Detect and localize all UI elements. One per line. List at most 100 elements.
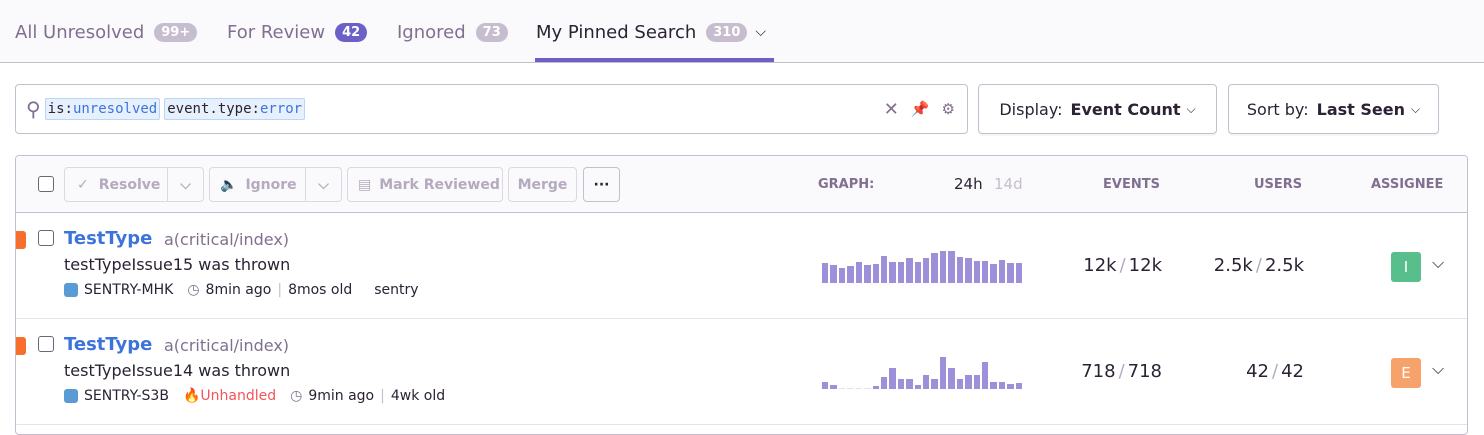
- clock-icon: ◷: [290, 388, 303, 404]
- issue-row[interactable]: TestType a(critical/index) testTypeIssue…: [16, 213, 1467, 319]
- chevron-down-icon[interactable]: ⌵: [1432, 359, 1445, 378]
- trend-bar: [1007, 262, 1014, 283]
- mark-reviewed-label: Mark Reviewed: [379, 176, 500, 193]
- last-seen: 8min ago: [205, 282, 272, 298]
- python-platform-icon: [64, 283, 78, 297]
- trend-bar: [830, 384, 837, 389]
- chevron-down-icon: ⌵: [1186, 101, 1196, 116]
- chevron-down-icon[interactable]: ⌵: [1432, 253, 1445, 272]
- trend-bar: [864, 387, 871, 389]
- trend-bar: [956, 257, 964, 283]
- issue-meta: SENTRY-MHK ◷ 8min ago | 8mos old sentry: [64, 282, 419, 298]
- unhandled-badge: 🔥Unhandled: [183, 388, 276, 404]
- user-count: 2.5k/2.5k: [1214, 255, 1304, 276]
- trend-bar: [897, 261, 905, 283]
- ignore-button[interactable]: 🔈 Ignore ⌵: [209, 167, 342, 202]
- trend-bar: [838, 268, 846, 283]
- settings-sliders-icon[interactable]: ⚙: [941, 100, 955, 118]
- sort-dropdown[interactable]: Sort by: Last Seen ⌵: [1228, 84, 1439, 134]
- tab-label: All Unresolved: [15, 21, 145, 43]
- trend-bar: [822, 381, 829, 389]
- first-seen-age: 4wk old: [390, 388, 446, 404]
- issue-message: testTypeIssue15 was thrown: [64, 255, 291, 274]
- trend-bar: [990, 381, 997, 389]
- trend-bar: [880, 256, 888, 283]
- trend-bar: [1015, 262, 1023, 283]
- tab-all-unresolved[interactable]: All Unresolved 99+: [15, 18, 198, 46]
- more-actions-button[interactable]: ···: [583, 167, 620, 202]
- display-value: Event Count: [1070, 99, 1181, 119]
- issue-title-link[interactable]: TestType: [64, 334, 153, 355]
- tab-ignored[interactable]: Ignored 73: [397, 18, 508, 46]
- issue-checkbox[interactable]: [38, 230, 54, 246]
- issue-culprit: a(critical/index): [164, 336, 290, 355]
- issue-list: ✓ Resolve ⌵ 🔈 Ignore ⌵ ▤ Mark Reviewed Merge …: [15, 155, 1468, 435]
- sort-label: Sort by:: [1246, 99, 1309, 119]
- tab-for-review[interactable]: For Review 42: [227, 18, 368, 46]
- clear-icon[interactable]: ✕: [883, 98, 899, 120]
- trend-bar: [998, 259, 1006, 283]
- search-input[interactable]: ⚲ is:unresolved event.type:error ✕ 📌 ⚙: [15, 84, 968, 134]
- inbox-icon: ▤: [358, 176, 372, 193]
- token-value: unresolved: [72, 101, 158, 117]
- trend-bar: [880, 377, 888, 389]
- trend-bar: [990, 263, 997, 283]
- users-filtered: 2.5k: [1213, 255, 1253, 276]
- trend-bar: [923, 258, 930, 283]
- resolve-button[interactable]: ✓ Resolve ⌵: [64, 167, 204, 202]
- users-total: 2.5k: [1264, 255, 1304, 276]
- short-id[interactable]: SENTRY-S3B: [84, 388, 169, 404]
- users-column-header: USERS: [1254, 177, 1303, 192]
- trend-bar: [864, 264, 871, 283]
- short-id[interactable]: SENTRY-MHK: [84, 282, 174, 298]
- trend-bar: [998, 381, 1006, 389]
- unhandled-label: Unhandled: [200, 388, 277, 404]
- chevron-down-icon[interactable]: ⌵: [167, 168, 203, 201]
- period-24h-toggle[interactable]: 24h: [954, 175, 983, 193]
- display-label: Display:: [999, 99, 1063, 119]
- event-count: 12k/12k: [1083, 255, 1162, 276]
- trend-bar: [889, 367, 896, 389]
- merge-label: Merge: [517, 176, 568, 193]
- select-all-checkbox[interactable]: [38, 176, 54, 192]
- issue-checkbox[interactable]: [38, 336, 54, 352]
- tab-label: My Pinned Search: [536, 21, 697, 43]
- search-token[interactable]: event.type:error: [164, 98, 306, 120]
- issue-meta: SENTRY-S3B 🔥Unhandled ◷ 9min ago | 4wk o…: [64, 388, 445, 404]
- period-14d-toggle[interactable]: 14d: [994, 175, 1023, 193]
- search-token[interactable]: is:unresolved: [44, 98, 161, 120]
- mark-reviewed-button[interactable]: ▤ Mark Reviewed: [347, 167, 503, 202]
- trend-bar: [931, 379, 938, 389]
- chevron-down-icon[interactable]: ⌵: [305, 168, 341, 201]
- chevron-down-icon[interactable]: ⌵: [755, 24, 767, 40]
- issue-message: testTypeIssue14 was thrown: [64, 361, 291, 380]
- pin-icon[interactable]: 📌: [910, 100, 930, 118]
- search-icon: ⚲: [26, 97, 41, 121]
- divider: |: [380, 388, 385, 404]
- trend-bar: [847, 265, 854, 283]
- users-total: 42: [1281, 361, 1304, 382]
- assignee-column-header: ASSIGNEE: [1371, 177, 1444, 192]
- merge-button[interactable]: Merge: [508, 167, 577, 202]
- trend-bar: [914, 261, 922, 283]
- trend-bar: [906, 258, 913, 283]
- tab-my-pinned-search[interactable]: My Pinned Search 310 ⌵: [536, 18, 766, 46]
- trend-bar: [855, 261, 863, 283]
- resolve-label: Resolve: [98, 176, 161, 193]
- trend-bar: [897, 379, 905, 389]
- issue-row[interactable]: TestType a(critical/index) testTypeIssue…: [16, 319, 1467, 425]
- event-trend-graph: [822, 357, 1023, 389]
- tab-bar: All Unresolved 99+ For Review 42 Ignored 73…: [0, 0, 1484, 63]
- sort-value: Last Seen: [1316, 99, 1405, 119]
- assignee-avatar[interactable]: E: [1391, 358, 1421, 388]
- assignee-avatar[interactable]: I: [1391, 252, 1421, 282]
- token-value: error: [259, 101, 303, 117]
- level-indicator: [16, 337, 26, 355]
- trend-bar: [948, 251, 955, 283]
- events-column-header: EVENTS: [1103, 177, 1160, 192]
- display-dropdown[interactable]: Display: Event Count ⌵: [978, 84, 1217, 134]
- count-badge: 310: [706, 22, 748, 42]
- trend-bar: [965, 258, 972, 283]
- trend-bar: [822, 262, 829, 283]
- issue-title-link[interactable]: TestType: [64, 228, 153, 249]
